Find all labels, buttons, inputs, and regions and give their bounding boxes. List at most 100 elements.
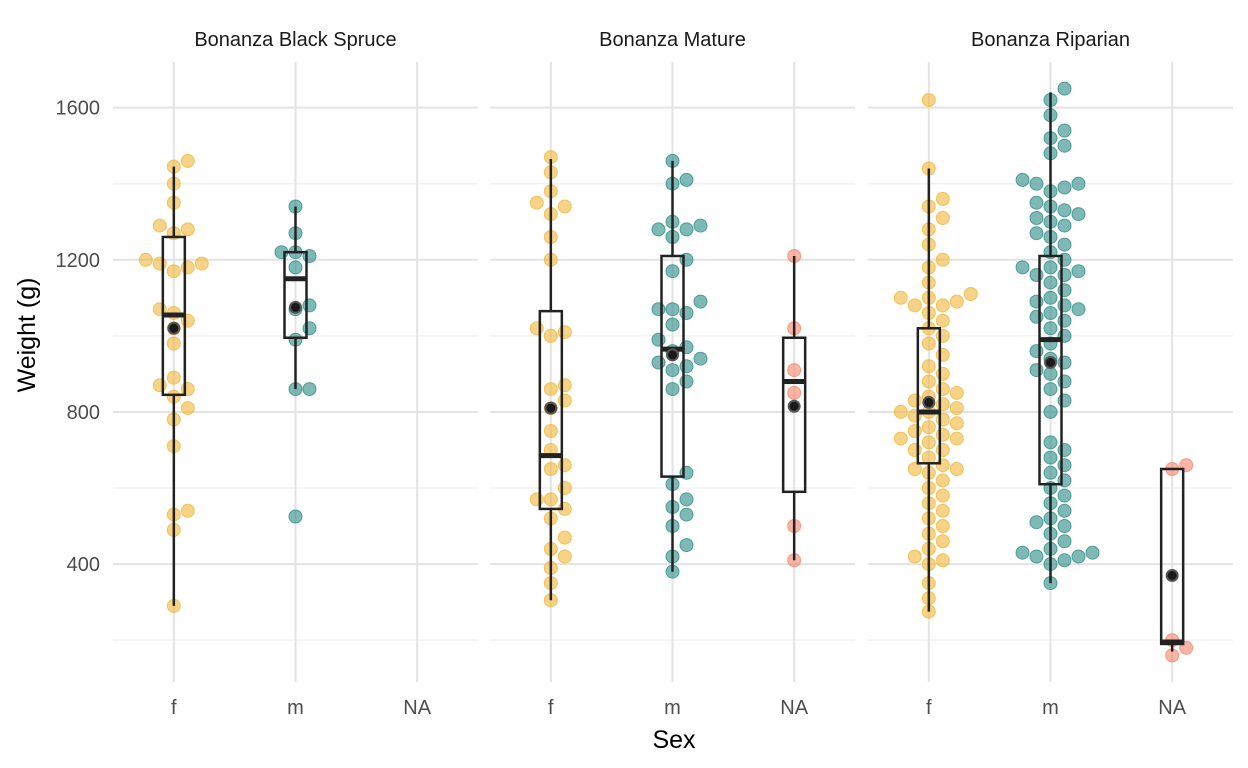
data-point	[138, 252, 153, 267]
data-point	[893, 290, 908, 305]
data-point	[651, 355, 666, 370]
data-point	[180, 401, 195, 416]
data-point	[893, 431, 908, 446]
data-point	[1057, 443, 1072, 457]
data-point	[935, 298, 950, 313]
x-tick-label: NA	[403, 697, 431, 719]
mean-marker	[544, 401, 558, 415]
data-point	[935, 519, 950, 533]
data-point	[949, 431, 964, 446]
data-point	[935, 397, 950, 412]
x-tick-label: f	[548, 697, 554, 719]
data-point	[921, 374, 936, 389]
data-point	[787, 363, 802, 378]
data-point	[935, 458, 950, 473]
group-NA	[1159, 458, 1194, 663]
data-point	[152, 218, 167, 233]
data-point	[935, 366, 950, 381]
data-point	[1071, 549, 1086, 564]
facet-panel: Bonanza Black Spruce f m NA	[113, 29, 478, 719]
data-point	[1029, 211, 1044, 225]
data-point	[543, 382, 558, 397]
data-point	[1029, 515, 1044, 530]
data-point	[907, 393, 922, 408]
data-point	[1057, 374, 1072, 389]
data-point	[302, 298, 317, 313]
mean-marker	[922, 395, 936, 409]
group-NA	[781, 249, 807, 568]
data-point	[907, 424, 922, 438]
data-point	[679, 492, 694, 507]
data-point	[1029, 268, 1044, 282]
box	[781, 336, 807, 494]
x-tick-label: f	[926, 697, 932, 719]
data-point	[935, 553, 950, 568]
data-point	[949, 416, 964, 431]
data-point	[665, 363, 680, 378]
data-point	[935, 473, 950, 488]
data-point	[1057, 203, 1072, 218]
data-point	[1057, 355, 1072, 370]
data-point	[180, 222, 195, 237]
data-point	[693, 218, 708, 233]
data-point	[557, 530, 572, 545]
data-point	[935, 443, 950, 457]
data-point	[166, 264, 181, 279]
y-axis: 400 800 1200 1600	[56, 98, 101, 576]
data-point	[543, 462, 558, 476]
data-point	[288, 260, 303, 275]
data-point	[949, 401, 964, 416]
facet-title: Bonanza Riparian	[971, 29, 1130, 51]
data-point	[679, 306, 694, 320]
facet-title: Bonanza Mature	[599, 29, 746, 51]
x-axis-title: Sex	[652, 726, 696, 754]
data-point	[1071, 264, 1086, 279]
data-point	[557, 378, 572, 393]
data-point	[1057, 503, 1072, 518]
data-point	[1043, 366, 1058, 381]
data-point	[693, 351, 708, 366]
group-m	[651, 153, 708, 579]
data-point	[1043, 435, 1058, 450]
data-point	[180, 153, 195, 168]
data-point	[1057, 553, 1072, 568]
data-point	[935, 534, 950, 549]
facet-panels: Bonanza Black Spruce f m NA Bonanza Mature f m…	[113, 29, 1233, 719]
data-point	[935, 252, 950, 267]
data-point	[1057, 180, 1072, 195]
data-point	[665, 382, 680, 397]
data-point	[665, 302, 680, 317]
mean-marker	[167, 321, 181, 335]
data-point	[543, 424, 558, 438]
data-point	[1043, 465, 1058, 480]
y-axis-title: Weight (g)	[13, 278, 41, 393]
data-point	[921, 420, 936, 435]
group-f	[138, 153, 209, 613]
facet-panel: Bonanza Mature f m NA	[490, 29, 855, 719]
data-point	[152, 378, 167, 393]
x-tick-label: m	[287, 697, 304, 719]
data-point	[194, 256, 209, 271]
box	[660, 254, 685, 478]
data-point	[557, 393, 572, 408]
y-tick-label: 800	[67, 402, 100, 424]
data-point	[1057, 313, 1072, 328]
data-point	[152, 256, 167, 271]
data-point	[665, 317, 680, 332]
data-point	[529, 492, 544, 507]
data-point	[679, 172, 694, 187]
data-point	[1043, 450, 1058, 465]
data-point	[1029, 176, 1044, 191]
data-point	[302, 382, 317, 397]
data-point	[935, 211, 950, 225]
data-point	[543, 328, 558, 343]
data-point	[907, 549, 922, 564]
data-point	[1043, 306, 1058, 320]
data-point	[935, 488, 950, 503]
data-point	[893, 404, 908, 419]
data-point	[1071, 302, 1086, 317]
data-point	[665, 264, 680, 279]
data-point	[543, 492, 558, 507]
data-point	[1029, 309, 1044, 324]
